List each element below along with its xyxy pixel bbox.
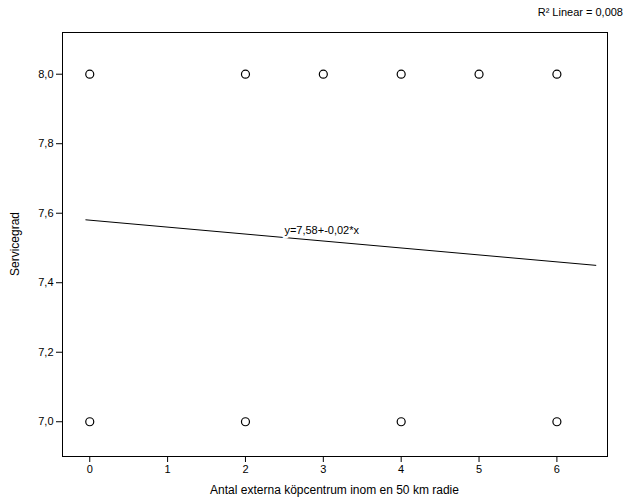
svg-text:3: 3 <box>320 463 326 475</box>
svg-text:7,4: 7,4 <box>38 276 53 288</box>
svg-text:7,8: 7,8 <box>38 137 53 149</box>
svg-text:Servicegrad: Servicegrad <box>8 212 22 276</box>
svg-text:R² Linear = 0,008: R² Linear = 0,008 <box>538 6 623 18</box>
svg-text:7,6: 7,6 <box>38 207 53 219</box>
svg-text:y=7,58+-0,02*x: y=7,58+-0,02*x <box>284 224 359 236</box>
svg-text:4: 4 <box>398 463 404 475</box>
svg-text:7,0: 7,0 <box>38 415 53 427</box>
svg-text:8,0: 8,0 <box>38 68 53 80</box>
svg-text:1: 1 <box>165 463 171 475</box>
svg-text:2: 2 <box>242 463 248 475</box>
svg-text:Antal externa köpcentrum inom: Antal externa köpcentrum inom en 50 km r… <box>210 483 459 497</box>
svg-text:7,2: 7,2 <box>38 346 53 358</box>
svg-text:5: 5 <box>476 463 482 475</box>
svg-text:6: 6 <box>554 463 560 475</box>
svg-text:0: 0 <box>87 463 93 475</box>
